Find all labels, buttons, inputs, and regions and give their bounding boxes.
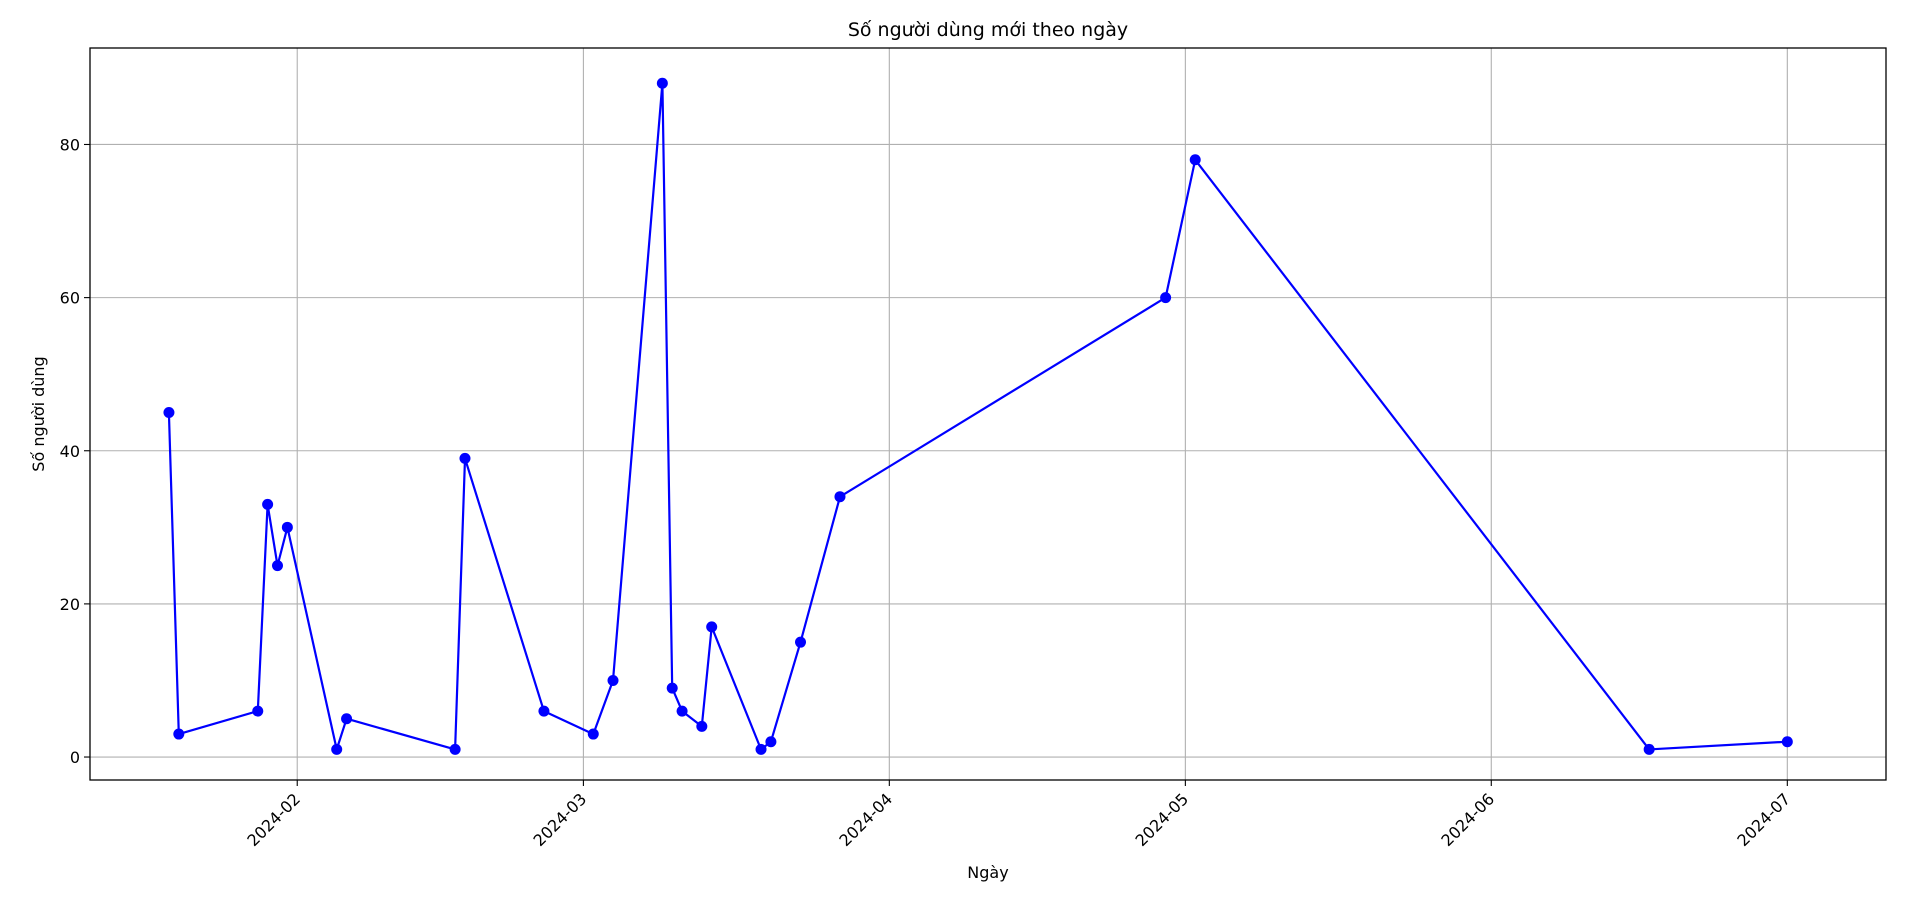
data-point xyxy=(173,728,185,740)
data-point xyxy=(163,406,175,418)
data-point xyxy=(587,728,599,740)
data-point xyxy=(1781,736,1793,748)
y-tick-label: 40 xyxy=(60,442,80,461)
data-point xyxy=(271,560,283,572)
data-point xyxy=(795,636,807,648)
y-tick-label: 20 xyxy=(60,595,80,614)
y-tick-label: 60 xyxy=(60,289,80,308)
data-point xyxy=(341,713,353,725)
data-point xyxy=(696,720,708,732)
grid xyxy=(90,48,1886,780)
x-axis: 2024-02 2024-03 2024-04 2024-05 2024-06 2024-… xyxy=(243,780,1794,850)
data-point xyxy=(676,705,688,717)
x-tick-label: 2024-04 xyxy=(835,789,896,850)
data-point xyxy=(459,452,471,464)
y-axis: 0 20 40 60 80 xyxy=(60,135,90,767)
plot-frame xyxy=(89,47,1887,781)
data-point xyxy=(1189,154,1201,166)
data-point xyxy=(449,743,461,755)
series-line xyxy=(167,82,1788,751)
x-tick-label: 2024-05 xyxy=(1131,789,1192,850)
y-tick-label: 0 xyxy=(70,748,80,767)
data-point xyxy=(656,77,668,89)
data-point xyxy=(538,705,550,717)
data-point xyxy=(607,674,619,686)
y-axis-label: Số người dùng xyxy=(29,356,48,471)
data-point xyxy=(755,743,767,755)
x-tick-label: 2024-03 xyxy=(530,789,591,850)
data-point xyxy=(765,736,777,748)
x-axis-label: Ngày xyxy=(967,863,1008,882)
x-tick-label: 2024-06 xyxy=(1437,789,1498,850)
data-point xyxy=(281,521,293,533)
x-tick-label: 2024-02 xyxy=(243,789,304,850)
y-tick-label: 80 xyxy=(60,135,80,154)
data-point xyxy=(1160,292,1172,304)
data-point xyxy=(262,498,274,510)
series-layer xyxy=(163,77,1793,755)
data-point xyxy=(252,705,264,717)
data-point xyxy=(331,743,343,755)
data-point xyxy=(706,621,718,633)
data-point xyxy=(1643,743,1655,755)
x-tick-label: 2024-07 xyxy=(1733,789,1794,850)
data-point xyxy=(666,682,678,694)
chart-title: Số người dùng mới theo ngày xyxy=(848,19,1128,41)
data-point xyxy=(834,491,846,503)
